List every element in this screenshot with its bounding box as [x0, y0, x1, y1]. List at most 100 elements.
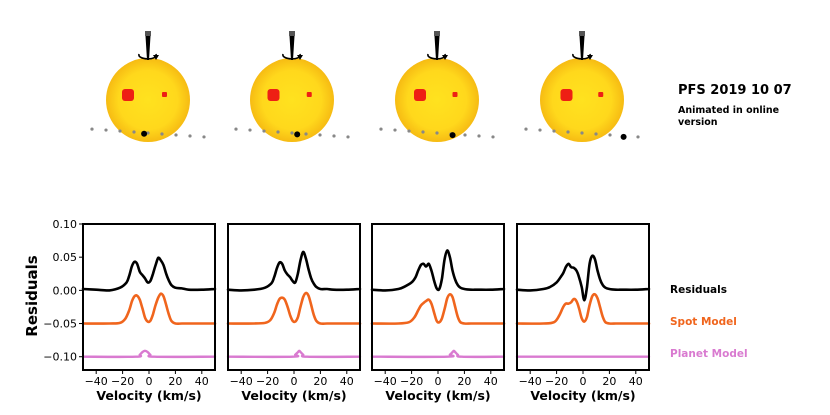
- orbit-dot: [332, 134, 336, 138]
- orbit-dot: [566, 130, 570, 134]
- orbit-dot: [202, 135, 206, 139]
- orbit-dot: [262, 129, 266, 133]
- orbit-dot: [463, 133, 467, 137]
- orbit-dot: [477, 134, 481, 138]
- x-tick-label: 20: [313, 375, 327, 388]
- orbit-dot: [146, 131, 150, 135]
- rotation-arrowhead: [587, 55, 593, 60]
- x-tick-label: 40: [629, 375, 643, 388]
- x-tick-label: −40: [85, 375, 108, 388]
- x-tick-label: 40: [195, 375, 209, 388]
- x-axis-label: Velocity (km/s): [530, 388, 635, 403]
- spin-axis-cap: [579, 31, 585, 36]
- legend-residuals: Residuals: [670, 284, 727, 296]
- starspot-large: [414, 89, 426, 101]
- x-tick-label: −20: [545, 375, 568, 388]
- x-tick-label: 20: [457, 375, 471, 388]
- y-tick-label: −0.05: [43, 318, 77, 331]
- orbit-dot: [524, 127, 528, 131]
- orbit-dot: [104, 128, 108, 132]
- x-tick-label: 20: [168, 375, 182, 388]
- residuals-line: [370, 249, 506, 292]
- orbit-dot: [608, 133, 612, 137]
- orbit-dot: [318, 133, 322, 137]
- star-3: [379, 31, 495, 142]
- x-tick-label: 20: [602, 375, 616, 388]
- orbit-dot: [188, 134, 192, 138]
- planet-model-line: [226, 349, 362, 359]
- spot-model-line: [226, 291, 362, 326]
- star-disk: [250, 58, 334, 142]
- orbit-dot: [580, 131, 584, 135]
- starspot-small: [598, 92, 604, 97]
- legend-spot-model: Spot Model: [670, 316, 737, 328]
- planet: [449, 132, 456, 139]
- spot-model-line: [370, 292, 506, 325]
- rotation-arrowhead: [153, 55, 159, 60]
- orbit-dot: [132, 130, 136, 134]
- x-axis-label: Velocity (km/s): [96, 388, 201, 403]
- y-tick-label: 0.05: [53, 251, 78, 264]
- star-disk: [106, 58, 190, 142]
- orbit-dot: [435, 131, 439, 135]
- x-tick-label: −20: [400, 375, 423, 388]
- rotation-arrowhead: [297, 55, 303, 60]
- y-tick-label: −0.10: [43, 351, 77, 364]
- orbit-dot: [552, 129, 556, 133]
- orbit-dot: [304, 132, 308, 136]
- planet: [294, 131, 301, 138]
- orbit-dot: [174, 133, 178, 137]
- x-tick-label: −40: [519, 375, 542, 388]
- orbit-dot: [160, 132, 164, 136]
- subtitle-line-1: Animated in online: [678, 105, 779, 116]
- star-disk: [540, 58, 624, 142]
- planet: [141, 130, 148, 137]
- panel-frame: [227, 223, 361, 371]
- x-tick-label: −40: [374, 375, 397, 388]
- x-tick-label: 40: [484, 375, 498, 388]
- spin-axis-cap: [289, 31, 295, 36]
- starspot-small: [452, 92, 458, 97]
- star-illustrations: [90, 31, 640, 142]
- orbit-dot: [491, 135, 495, 139]
- star-4: [524, 31, 640, 142]
- orbit-dot: [234, 127, 238, 131]
- spot-model-line: [81, 292, 217, 326]
- spot-model-line: [515, 292, 651, 325]
- y-axis-label: Residuals: [23, 255, 41, 336]
- x-axis-label: Velocity (km/s): [241, 388, 346, 403]
- planet: [620, 133, 627, 140]
- y-tick-label: 0.10: [53, 218, 78, 231]
- starspot-large: [122, 89, 134, 101]
- orbit-dot: [290, 131, 294, 135]
- x-tick-label: 40: [340, 375, 354, 388]
- spin-axis: [434, 36, 440, 60]
- residuals-line: [515, 254, 651, 302]
- spin-axis-cap: [145, 31, 151, 36]
- rotation-arrowhead: [442, 55, 448, 60]
- orbit-dot: [407, 129, 411, 133]
- orbit-dot: [421, 130, 425, 134]
- spin-axis-cap: [434, 31, 440, 36]
- x-tick-label: −20: [256, 375, 279, 388]
- x-tick-label: 0: [580, 375, 587, 388]
- star-2: [234, 31, 350, 142]
- orbit-dot: [346, 135, 350, 139]
- orbit-dot: [90, 127, 94, 131]
- x-axis-label: Velocity (km/s): [385, 388, 490, 403]
- spin-axis: [145, 36, 151, 60]
- planet-model-line: [81, 349, 217, 359]
- residuals-line: [226, 250, 362, 292]
- subtitle-line-2: version: [678, 117, 718, 128]
- orbit-dot: [118, 129, 122, 133]
- orbit-dot: [379, 127, 383, 131]
- orbit-dot: [393, 128, 397, 132]
- figure-title: PFS 2019 10 07: [678, 83, 792, 98]
- spin-axis: [579, 36, 585, 60]
- x-tick-label: 0: [146, 375, 153, 388]
